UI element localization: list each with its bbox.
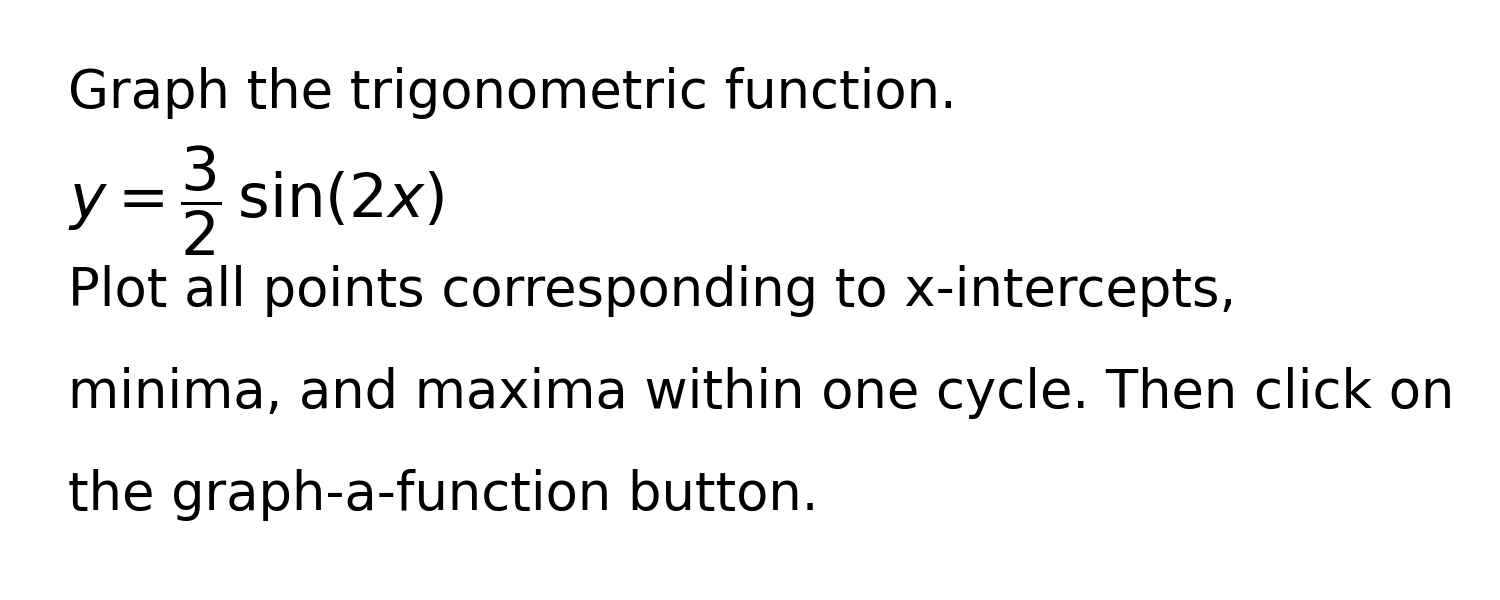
- Text: Graph the trigonometric function.: Graph the trigonometric function.: [68, 67, 957, 119]
- Text: minima, and maxima within one cycle. Then click on: minima, and maxima within one cycle. The…: [68, 367, 1454, 419]
- Text: Plot all points corresponding to x-intercepts,: Plot all points corresponding to x-inter…: [68, 265, 1236, 317]
- Text: $y = \dfrac{3}{2}\,\sin(2x)$: $y = \dfrac{3}{2}\,\sin(2x)$: [68, 144, 444, 258]
- Text: the graph-a-function button.: the graph-a-function button.: [68, 469, 818, 521]
